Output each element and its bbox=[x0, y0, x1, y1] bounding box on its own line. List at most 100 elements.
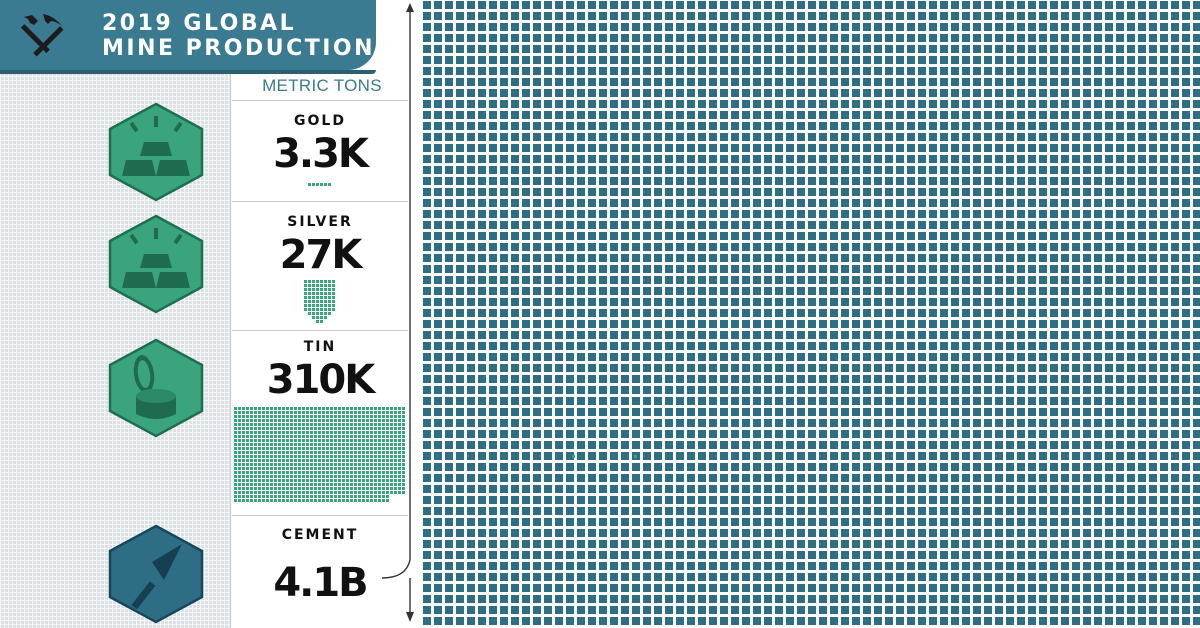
unit-square bbox=[278, 455, 281, 458]
unit-square bbox=[342, 451, 345, 454]
unit-square bbox=[402, 423, 405, 426]
unit-square bbox=[266, 451, 269, 454]
unit-square bbox=[332, 304, 335, 307]
unit-square bbox=[390, 487, 393, 490]
header-banner: 2019 GLOBAL MINE PRODUCTION bbox=[0, 0, 376, 70]
unit-square bbox=[294, 439, 297, 442]
unit-square bbox=[258, 431, 261, 434]
unit-square bbox=[234, 499, 237, 502]
unit-square bbox=[318, 407, 321, 410]
unit-square bbox=[306, 427, 309, 430]
unit-square bbox=[312, 183, 315, 186]
unit-square bbox=[370, 415, 373, 418]
unit-square bbox=[328, 300, 331, 303]
unit-square bbox=[234, 475, 237, 478]
unit-square bbox=[274, 475, 277, 478]
unit-square bbox=[350, 467, 353, 470]
unit-square bbox=[322, 415, 325, 418]
unit-square bbox=[354, 435, 357, 438]
unit-square bbox=[254, 499, 257, 502]
unit-square bbox=[298, 451, 301, 454]
unit-square bbox=[394, 447, 397, 450]
unit-square bbox=[306, 491, 309, 494]
unit-square bbox=[270, 491, 273, 494]
unit-square bbox=[316, 300, 319, 303]
unit-square bbox=[238, 459, 241, 462]
unit-square bbox=[254, 407, 257, 410]
unit-square bbox=[350, 479, 353, 482]
unit-square bbox=[290, 479, 293, 482]
unit-square bbox=[374, 499, 377, 502]
unit-square bbox=[338, 439, 341, 442]
unit-square bbox=[386, 455, 389, 458]
unit-square bbox=[294, 435, 297, 438]
unit-square bbox=[318, 467, 321, 470]
unit-square bbox=[390, 491, 393, 494]
unit-square bbox=[270, 439, 273, 442]
silver-highlight-dot bbox=[634, 455, 637, 458]
unit-square bbox=[382, 479, 385, 482]
unit-square bbox=[346, 435, 349, 438]
unit-square bbox=[274, 479, 277, 482]
unit-square bbox=[398, 479, 401, 482]
unit-square bbox=[286, 415, 289, 418]
unit-square bbox=[330, 499, 333, 502]
unit-square bbox=[246, 411, 249, 414]
unit-square bbox=[350, 459, 353, 462]
unit-square bbox=[282, 459, 285, 462]
unit-square bbox=[304, 304, 307, 307]
unit-square bbox=[382, 495, 385, 498]
unit-square bbox=[246, 415, 249, 418]
unit-square bbox=[394, 463, 397, 466]
unit-square bbox=[358, 459, 361, 462]
unit-square bbox=[378, 487, 381, 490]
unit-square bbox=[334, 487, 337, 490]
unit-square bbox=[314, 475, 317, 478]
unit-square bbox=[386, 443, 389, 446]
unit-square bbox=[350, 443, 353, 446]
unit-square bbox=[262, 447, 265, 450]
unit-square bbox=[290, 415, 293, 418]
unit-square bbox=[334, 463, 337, 466]
unit-square bbox=[238, 447, 241, 450]
unit-square bbox=[310, 443, 313, 446]
unit-square bbox=[258, 427, 261, 430]
unit-square bbox=[316, 320, 319, 323]
unit-square bbox=[294, 499, 297, 502]
unit-square bbox=[330, 491, 333, 494]
unit-square bbox=[362, 463, 365, 466]
unit-square bbox=[258, 435, 261, 438]
unit-square bbox=[314, 499, 317, 502]
unit-square bbox=[378, 447, 381, 450]
unit-square bbox=[342, 495, 345, 498]
unit-square bbox=[294, 407, 297, 410]
unit-square bbox=[298, 471, 301, 474]
unit-square bbox=[314, 471, 317, 474]
unit-square bbox=[374, 475, 377, 478]
unit-square bbox=[254, 491, 257, 494]
unit-square bbox=[302, 455, 305, 458]
unit-square bbox=[318, 499, 321, 502]
unit-square bbox=[378, 419, 381, 422]
unit-square bbox=[238, 471, 241, 474]
unit-square bbox=[318, 439, 321, 442]
unit-square bbox=[402, 431, 405, 434]
unit-square bbox=[246, 419, 249, 422]
unit-square bbox=[250, 471, 253, 474]
unit-square bbox=[332, 288, 335, 291]
unit-square bbox=[254, 447, 257, 450]
unit-square bbox=[330, 415, 333, 418]
unit-square bbox=[270, 423, 273, 426]
unit-square bbox=[246, 495, 249, 498]
unit-square bbox=[242, 463, 245, 466]
unit-square bbox=[238, 475, 241, 478]
unit-square bbox=[338, 415, 341, 418]
unit-square bbox=[304, 296, 307, 299]
unit-square bbox=[374, 459, 377, 462]
unit-square bbox=[318, 475, 321, 478]
unit-square bbox=[366, 427, 369, 430]
unit-square bbox=[326, 459, 329, 462]
unit-square bbox=[302, 487, 305, 490]
unit-square bbox=[358, 471, 361, 474]
unit-square bbox=[350, 483, 353, 486]
